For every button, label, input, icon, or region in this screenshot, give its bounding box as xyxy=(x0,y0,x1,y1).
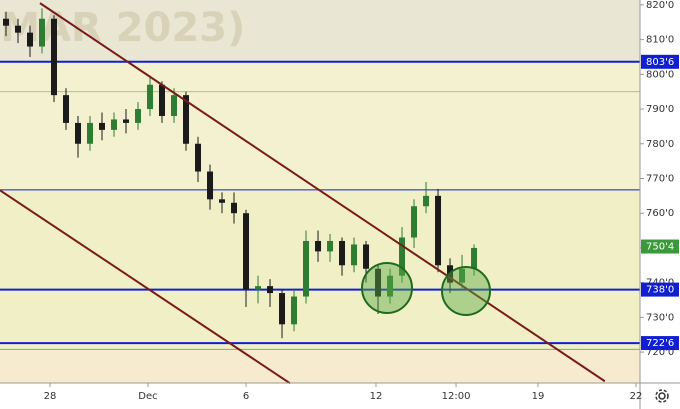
candle-body xyxy=(51,18,58,96)
candle-body xyxy=(207,171,214,200)
trend-line xyxy=(39,2,606,383)
candle-body xyxy=(3,18,10,26)
level-label: 722'6 xyxy=(646,338,674,349)
watermark: (MAR 2023) xyxy=(0,5,245,51)
candle-body xyxy=(123,119,130,123)
candle-body xyxy=(171,95,178,116)
y-tick-label: 790'0 xyxy=(646,104,674,115)
y-tick-label: 820'0 xyxy=(646,0,674,11)
plot-area xyxy=(0,0,640,383)
candle-body xyxy=(159,84,166,116)
candle-body xyxy=(147,84,154,110)
overlay xyxy=(0,2,606,385)
candle-body xyxy=(303,240,310,297)
candle-body xyxy=(387,275,394,297)
x-tick-label: Dec xyxy=(138,391,157,402)
candle-body xyxy=(423,195,430,207)
candle-body xyxy=(363,244,370,269)
candle-body xyxy=(471,247,478,269)
candle-body xyxy=(339,240,346,266)
x-tick-label: 19 xyxy=(532,391,545,402)
level-tag xyxy=(641,282,679,297)
candle-body xyxy=(27,32,34,47)
background-band xyxy=(0,61,640,190)
y-tick-label: 730'0 xyxy=(646,312,674,323)
candle-body xyxy=(315,240,322,252)
y-tick-label: 770'0 xyxy=(646,173,674,184)
y-tick-label: 780'0 xyxy=(646,139,674,150)
last-price-label: 750'4 xyxy=(646,242,674,253)
candle-body xyxy=(375,268,382,297)
candle-body xyxy=(195,143,202,172)
candle-body xyxy=(135,109,142,123)
trend-line xyxy=(0,189,291,385)
candle-body xyxy=(183,95,190,144)
level-label: 738'0 xyxy=(646,285,674,296)
background-band xyxy=(0,349,640,383)
candle-body xyxy=(63,95,70,123)
y-tick-label: 800'0 xyxy=(646,69,674,80)
candle-body xyxy=(111,119,118,130)
candle-body xyxy=(219,199,226,203)
y-tick-label: 720'0 xyxy=(646,347,674,358)
x-tick-label: 28 xyxy=(44,391,57,402)
highlight-circle xyxy=(361,262,413,314)
candle-body xyxy=(399,237,406,276)
last-price-tag xyxy=(641,239,679,254)
level-tag xyxy=(641,336,679,351)
candle-body xyxy=(279,293,286,325)
background-band xyxy=(0,0,640,62)
highlight-circle xyxy=(441,266,491,316)
y-tick-label: 760'0 xyxy=(646,208,674,219)
x-tick-label: 6 xyxy=(243,391,249,402)
candle-body xyxy=(39,18,46,47)
level-label: 803'6 xyxy=(646,57,674,68)
candle-body xyxy=(267,286,274,294)
candle-body xyxy=(75,122,82,144)
candle-body xyxy=(351,244,358,266)
candle-body xyxy=(459,268,466,283)
x-tick-label: 12:00 xyxy=(442,391,471,402)
candle-body xyxy=(243,213,250,290)
candle-body xyxy=(15,25,22,33)
candle-body xyxy=(87,122,94,144)
x-tick-label: 12 xyxy=(370,391,383,402)
candle-body xyxy=(231,202,238,214)
x-tick-label: 22 xyxy=(630,391,643,402)
level-tag xyxy=(641,54,679,69)
candle-body xyxy=(411,206,418,238)
y-tick-label: 810'0 xyxy=(646,35,674,46)
candle-body xyxy=(99,122,106,130)
background-band xyxy=(0,189,640,350)
candle-body xyxy=(255,286,262,290)
candle-body xyxy=(435,195,442,266)
candle-body xyxy=(327,240,334,252)
settings-icon[interactable] xyxy=(655,389,669,403)
candle-body xyxy=(291,296,298,325)
